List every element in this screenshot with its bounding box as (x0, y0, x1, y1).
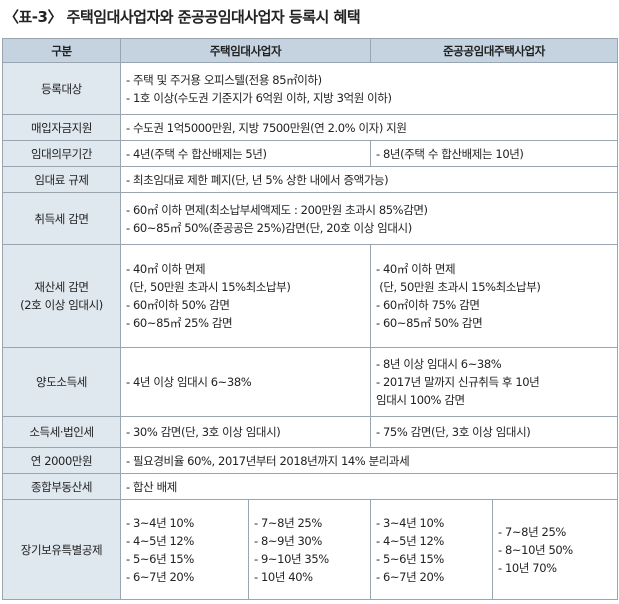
cell-line: - 60㎡이하 75% 감면 (376, 298, 480, 312)
cell-line: - 3~4년 10% (376, 515, 444, 530)
table-row: 소득세·법인세 - 30% 감면(단, 3호 이상 임대시) - 75% 감면(단,… (2, 416, 619, 448)
table-row: 양도소득세 - 4년 이상 임대시 6~38% - 8년 이상 임대시 6~38% -… (2, 347, 619, 417)
cell-line: - 40㎡ 이하 면제 (376, 262, 456, 276)
cell: - 최초임대료 제한 폐지(단, 년 5% 상한 내에서 증액가능) (119, 166, 619, 193)
cell-line: - 8~9년 30% (254, 533, 322, 548)
row-label: 임대료 규제 (2, 166, 121, 193)
cell-line: - 필요경비율 60%, 2017년부터 2018년까지 14% 분리과세 (126, 453, 410, 468)
row-label: 양도소득세 (2, 347, 121, 417)
table-row: 취득세 감면 - 60㎡ 이하 면제(최소납부세액제도 : 200만원 초과시 8… (2, 192, 619, 245)
cell: - 7~8년 25% - 8~10년 50% - 10년 70% (492, 499, 619, 600)
table-row: 연 2000만원 - 필요경비율 60%, 2017년부터 2018년까지 14%… (2, 447, 619, 474)
table-row: 재산세 감면 (2호 이상 임대시) - 40㎡ 이하 면제 (단, 50만원 초과… (2, 244, 619, 348)
label-line: 등록대상 (41, 81, 82, 96)
cell: - 40㎡ 이하 면제 (단, 50만원 초과시 15%최소납부) - 60㎡이하… (370, 244, 619, 348)
cell: - 60㎡ 이하 면제(최소납부세액제도 : 200만원 초과시 85%감면) -… (119, 192, 619, 245)
cell: - 7~8년 25% - 8~9년 30% - 9~10년 35% - 10년 40% (247, 499, 372, 600)
table-row: 장기보유특별공제 - 3~4년 10% - 4~5년 12% - 5~6년 15% - … (2, 499, 619, 600)
cell: - 40㎡ 이하 면제 (단, 50만원 초과시 15%최소납부) - 60㎡이하… (119, 244, 372, 348)
row-label: 재산세 감면 (2호 이상 임대시) (2, 244, 121, 348)
row-label: 연 2000만원 (2, 447, 121, 474)
row-label: 매입자금지원 (2, 114, 121, 141)
table-row: 임대료 규제 - 최초임대료 제한 폐지(단, 년 5% 상한 내에서 증액가능) (2, 166, 619, 193)
column-header: 주택임대사업자 (119, 38, 372, 63)
cell: - 4년(주택 수 합산배제는 5년) (119, 140, 372, 167)
cell-line: - 60㎡이하 50% 감면 (126, 298, 230, 312)
label-line: 장기보유특별공제 (20, 542, 103, 557)
cell: - 4년 이상 임대시 6~38% (119, 347, 372, 417)
cell-line: - 7~8년 25% (498, 524, 566, 539)
header-row: 구분 주택임대사업자 준공공임대주택사업자 (2, 38, 619, 63)
row-label: 등록대상 (2, 62, 121, 115)
label-line: 임대료 규제 (34, 172, 89, 187)
cell-line: - 10년 40% (254, 569, 313, 584)
cell-line: - 3~4년 10% (126, 515, 194, 530)
cell: - 주택 및 주거용 오피스텔(전용 85㎡이하) - 1호 이상(수도권 기준지… (119, 62, 619, 115)
cell-line: - 75% 감면(단, 3호 이상 임대시) (376, 425, 531, 439)
title: 〈표-3〉 주택임대사업자와 준공공임대사업자 등록시 혜택 (4, 8, 361, 26)
cell-line: - 수도권 1억5000만원, 지방 7500만원(연 2.0% 이자) 지원 (126, 120, 407, 135)
label-line: 연 2000만원 (30, 453, 93, 468)
cell-line: - 8년(주택 수 합산배제는 10년) (376, 146, 524, 161)
table-row: 매입자금지원 - 수도권 1억5000만원, 지방 7500만원(연 2.0% 이… (2, 114, 619, 141)
table-row: 임대의무기간 - 4년(주택 수 합산배제는 5년) - 8년(주택 수 합산배제는… (2, 140, 619, 167)
cell-line: - 9~10년 35% (254, 551, 329, 566)
cell: - 합산 배제 (119, 473, 619, 500)
label-line: 매입자금지원 (30, 120, 93, 135)
cell-line: - 4~5년 12% (376, 533, 444, 548)
cell-line: - 30% 감면(단, 3호 이상 임대시) (126, 425, 281, 439)
cell-line: - 60㎡ 이하 면제(최소납부세액제도 : 200만원 초과시 85%감면) (126, 202, 428, 217)
cell-line: - 10년 70% (498, 560, 557, 575)
label-line: (2호 이상 임대시) (20, 298, 103, 312)
row-label: 임대의무기간 (2, 140, 121, 167)
cell-line: - 최초임대료 제한 폐지(단, 년 5% 상한 내에서 증액가능) (126, 172, 389, 187)
cell-line: - 주택 및 주거용 오피스텔(전용 85㎡이하) (126, 72, 322, 87)
benefits-table: 구분 주택임대사업자 준공공임대주택사업자 등록대상 - 주택 및 주거용 오피스텔(… (2, 38, 619, 600)
cell-line: - 40㎡ 이하 면제 (126, 262, 206, 276)
cell-line: - 5~6년 15% (126, 551, 194, 566)
cell-line: - 4~5년 12% (126, 533, 194, 548)
column-header: 준공공임대주택사업자 (370, 38, 619, 63)
cell-line: 임대시 100% 감면 (376, 393, 465, 407)
row-label: 장기보유특별공제 (2, 499, 121, 600)
table-row: 등록대상 - 주택 및 주거용 오피스텔(전용 85㎡이하) - 1호 이상(수도권… (2, 62, 619, 115)
label-line: 소득세·법인세 (29, 425, 94, 439)
cell-line: - 2017년 말까지 신규취득 후 10년 (376, 375, 540, 389)
cell-line: - 합산 배제 (126, 479, 177, 494)
cell: - 8년(주택 수 합산배제는 10년) (370, 140, 619, 167)
table-row: 종합부동산세 - 합산 배제 (2, 473, 619, 500)
cell-line: - 1호 이상(수도권 기준지가 6억원 이하, 지방 3억원 이하) (126, 90, 392, 105)
label-line: 종합부동산세 (30, 479, 93, 494)
cell-line: - 6~7년 20% (376, 569, 444, 584)
label-line: 양도소득세 (36, 375, 87, 389)
label-line: 임대의무기간 (30, 146, 93, 161)
cell-line: - 5~6년 15% (376, 551, 444, 566)
cell-line: - 8~10년 50% (498, 542, 573, 557)
cell: - 수도권 1억5000만원, 지방 7500만원(연 2.0% 이자) 지원 (119, 114, 619, 141)
cell-line: (단, 50만원 초과시 15%최소납부) (376, 280, 541, 294)
label-line: 취득세 감면 (34, 211, 89, 226)
cell: - 30% 감면(단, 3호 이상 임대시) (119, 416, 372, 448)
label-line: 재산세 감면 (34, 280, 89, 294)
cell: - 3~4년 10% - 4~5년 12% - 5~6년 15% - 6~7년 20% (120, 499, 249, 600)
cell: - 3~4년 10% - 4~5년 12% - 5~6년 15% - 6~7년 20% (370, 499, 494, 600)
row-label: 종합부동산세 (2, 473, 121, 500)
row-label: 취득세 감면 (2, 192, 121, 245)
cell-line: - 6~7년 20% (126, 569, 194, 584)
cell-line: - 60~85㎡ 50%(준공공은 25%)감면(단, 20호 이상 임대시) (126, 220, 412, 235)
cell-line: (단, 50만원 초과시 15%최소납부) (126, 280, 291, 294)
cell-line: - 60~85㎡ 25% 감면 (126, 316, 233, 330)
cell-line: - 7~8년 25% (254, 515, 322, 530)
cell-line: - 4년(주택 수 합산배제는 5년) (126, 146, 267, 161)
cell-line: - 8년 이상 임대시 6~38% (376, 357, 502, 371)
cell-line: - 60~85㎡ 50% 감면 (376, 316, 483, 330)
column-header: 구분 (2, 38, 121, 63)
cell-line: - 4년 이상 임대시 6~38% (126, 375, 252, 389)
cell: - 75% 감면(단, 3호 이상 임대시) (370, 416, 619, 448)
row-label: 소득세·법인세 (2, 416, 121, 448)
cell: - 필요경비율 60%, 2017년부터 2018년까지 14% 분리과세 (119, 447, 619, 474)
